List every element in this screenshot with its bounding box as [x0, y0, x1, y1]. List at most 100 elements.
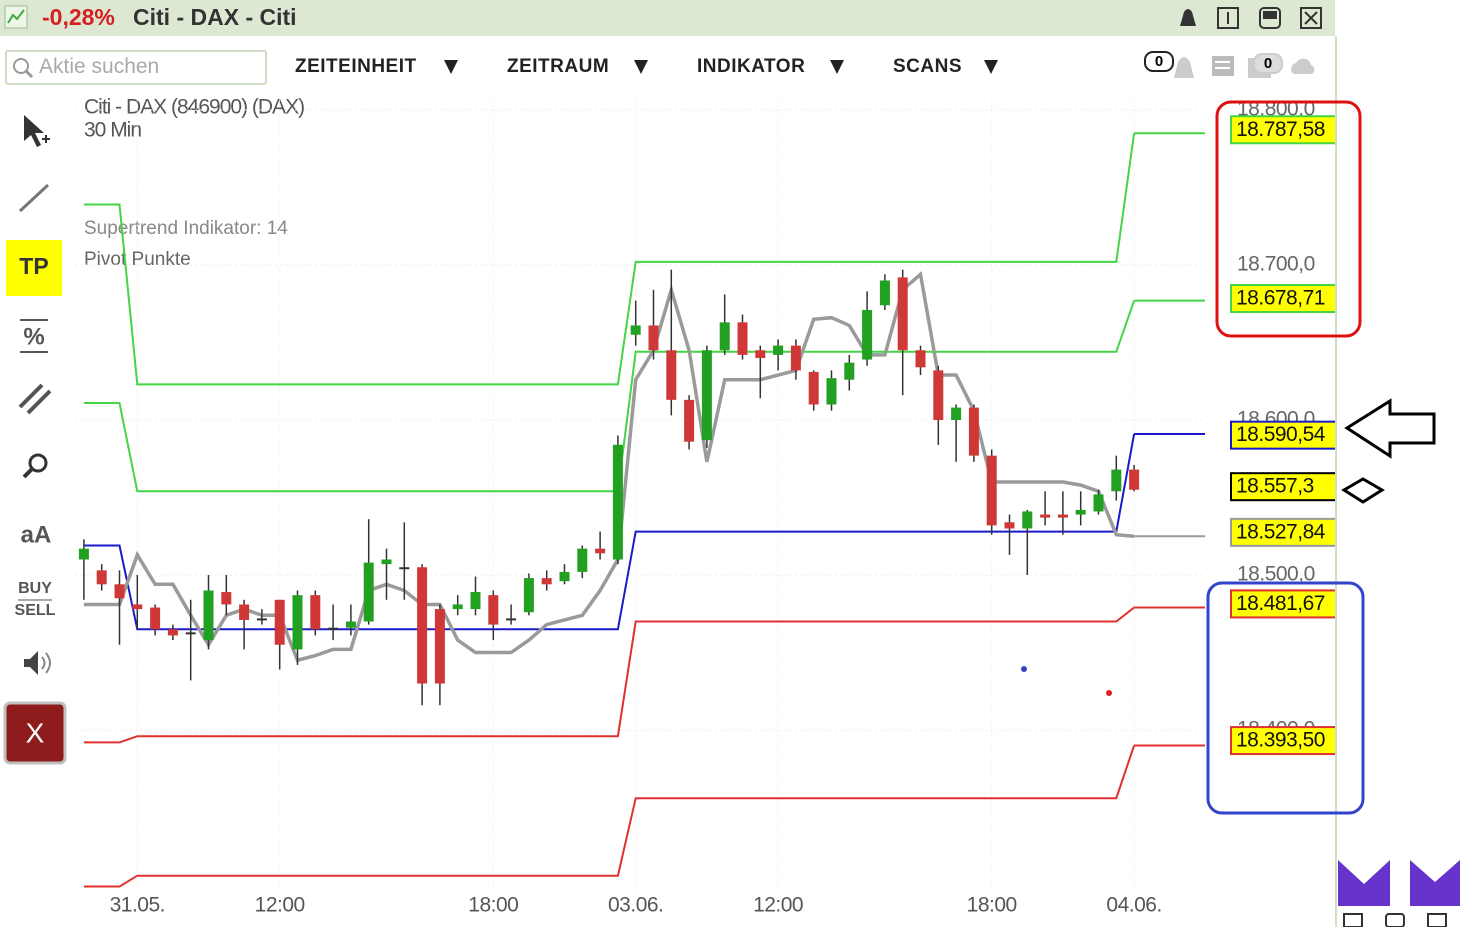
candle-body — [737, 322, 748, 355]
corner-widget — [1338, 860, 1460, 927]
search-icon — [13, 58, 34, 79]
line-tool[interactable] — [18, 183, 50, 213]
y-tick-label: 18.500,0 — [1237, 563, 1315, 586]
menu-item[interactable]: SCANS — [893, 56, 963, 77]
indicator-label: Pivot Punkte — [84, 249, 191, 270]
instrument-label: Citi - DAX (846900) (DAX) — [84, 96, 304, 119]
candle-body — [773, 345, 784, 355]
candle-body — [790, 345, 801, 371]
indicator-line — [83, 745, 1136, 888]
arrow-annotation — [1344, 398, 1436, 459]
candle-body — [612, 444, 623, 560]
marker-dot — [1106, 690, 1112, 696]
dropdown-arrow[interactable] — [830, 60, 844, 74]
price-label-box — [1230, 517, 1335, 547]
price-label: 18.678,71 — [1236, 287, 1325, 310]
search-box[interactable]: Aktie suchen — [5, 50, 267, 85]
candle-body — [523, 578, 534, 613]
candle-body — [363, 562, 374, 622]
candle-body — [221, 592, 232, 605]
plot-area: 31.05. 12:00 18:00 03.06. 12:00 18:00 04.06. — [75, 94, 1205, 917]
candle-body — [203, 590, 214, 641]
sound-tool[interactable] — [24, 651, 38, 675]
candle-body — [684, 399, 695, 442]
indicator-line — [83, 270, 1135, 663]
candle-body — [1129, 469, 1140, 490]
candle-body — [630, 325, 641, 335]
parallel-tool[interactable] — [18, 383, 52, 415]
indicator-line — [83, 606, 1135, 744]
y-tick-label: 18.400,0 — [1237, 718, 1315, 741]
price-label-box — [1230, 589, 1335, 619]
menu-item[interactable]: ZEITEINHEIT — [295, 56, 417, 77]
indicator-line — [83, 433, 1136, 631]
close-label: X — [26, 717, 45, 748]
window-controls[interactable] — [1170, 4, 1330, 32]
candle-body — [595, 548, 606, 554]
alert-badge[interactable]: 0 — [1144, 51, 1174, 72]
price-label-box — [1230, 115, 1335, 145]
candle-body — [1057, 514, 1068, 518]
marker-dot — [1021, 666, 1027, 672]
x-tick-label: 18:00 — [468, 894, 518, 917]
price-label: 18.590,54 — [1236, 423, 1326, 446]
candle-body — [167, 629, 178, 636]
indicator-line — [83, 300, 1136, 493]
zoom-tool[interactable] — [28, 453, 48, 473]
indicator-line — [83, 133, 1136, 386]
candle-body — [1093, 494, 1104, 512]
price-label: 18.787,58 — [1236, 118, 1325, 141]
candle-body — [541, 578, 552, 585]
highlight-box — [1215, 100, 1362, 338]
candle-body — [1004, 522, 1015, 529]
candle-body — [1075, 509, 1086, 515]
candle-body — [808, 371, 819, 405]
candle-body — [951, 407, 962, 420]
price-label-box — [1230, 420, 1335, 450]
x-tick-label: 12:00 — [255, 894, 305, 917]
candle-body — [310, 595, 321, 630]
candle-body — [114, 584, 125, 599]
candle-body — [719, 322, 730, 351]
candle-body — [1022, 511, 1033, 529]
dropdown-arrow[interactable] — [444, 60, 458, 74]
candle-body — [986, 455, 997, 526]
cloud-badge[interactable]: 0 — [1253, 53, 1283, 74]
y-tick-label: 18.800,0 — [1237, 98, 1315, 121]
candle-body — [968, 407, 979, 456]
tool-label: TP — [19, 253, 48, 279]
candle-body — [150, 607, 161, 630]
interval-label: 30 Min — [84, 119, 141, 142]
candle-body — [844, 362, 855, 380]
tool-label[interactable]: aA — [21, 521, 52, 548]
price-label: 18.557,3 — [1236, 475, 1314, 498]
tool-label[interactable]: % — [23, 323, 44, 350]
dropdown-arrow[interactable] — [634, 60, 648, 74]
close-button[interactable] — [3, 701, 67, 765]
candle-body — [933, 370, 944, 420]
price-label: 18.393,50 — [1236, 729, 1325, 752]
candle-body — [897, 277, 908, 351]
candle-body — [915, 350, 926, 368]
candle-body — [755, 350, 766, 358]
toolbar-icons[interactable] — [1170, 50, 1330, 82]
candle-body — [879, 280, 890, 306]
candle-body — [185, 632, 196, 635]
cursor-tool[interactable] — [24, 115, 44, 147]
candle-body — [417, 567, 428, 684]
change-percent: -0,28% — [42, 4, 115, 30]
tool-label[interactable]: SELL — [15, 602, 56, 619]
menu-item[interactable]: INDIKATOR — [697, 56, 806, 77]
tp-tool[interactable] — [6, 240, 62, 296]
x-tick-label: 04.06. — [1106, 894, 1161, 917]
candle-body — [256, 618, 267, 621]
candle-body — [666, 350, 677, 400]
candle-body — [470, 592, 481, 610]
dropdown-arrow[interactable] — [984, 60, 998, 74]
tool-label[interactable]: BUY — [18, 580, 52, 597]
price-label-box — [1230, 472, 1335, 502]
menu-item[interactable]: ZEITRAUM — [507, 56, 610, 77]
candle-body — [862, 309, 873, 360]
candle-body — [1111, 469, 1122, 492]
